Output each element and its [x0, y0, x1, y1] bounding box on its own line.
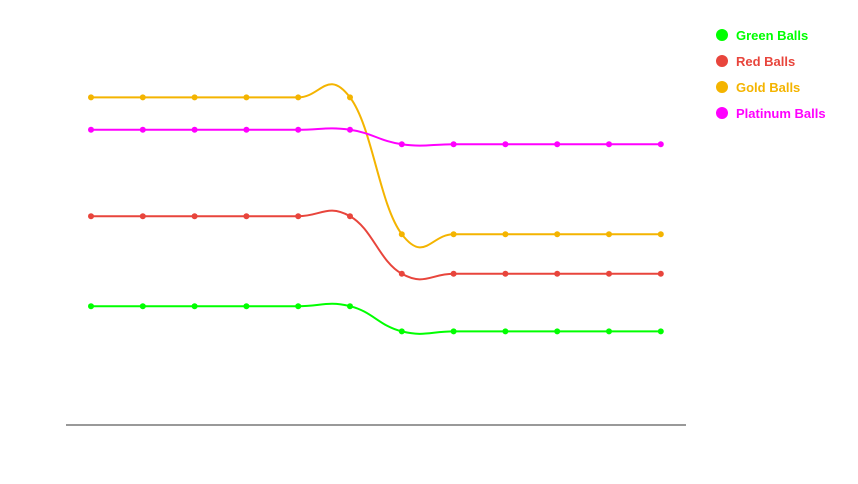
data-point-platinum-balls-4[interactable]	[243, 126, 250, 133]
data-point-platinum-balls-3[interactable]	[191, 126, 198, 133]
data-point-red-balls-10[interactable]	[554, 270, 561, 277]
data-point-green-balls-2[interactable]	[139, 303, 146, 310]
legend-marker	[716, 29, 728, 41]
data-point-red-balls-1[interactable]	[88, 213, 94, 220]
data-point-gold-balls-9[interactable]	[502, 231, 509, 238]
data-point-platinum-balls-12[interactable]	[657, 141, 664, 148]
data-point-gold-balls-7[interactable]	[398, 231, 405, 238]
legend-item-green-balls[interactable]: Green Balls	[716, 22, 826, 48]
series-line-green-balls	[91, 302, 661, 335]
data-point-gold-balls-3[interactable]	[191, 94, 198, 101]
legend: Green Balls Red Balls Gold Balls Platinu…	[716, 22, 826, 126]
data-point-platinum-balls-5[interactable]	[295, 126, 302, 133]
data-point-red-balls-8[interactable]	[450, 270, 457, 277]
legend-label: Green Balls	[736, 27, 809, 43]
data-point-red-balls-3[interactable]	[191, 213, 198, 220]
data-point-green-balls-6[interactable]	[347, 303, 353, 310]
data-point-red-balls-12[interactable]	[657, 270, 664, 277]
data-point-platinum-balls-7[interactable]	[398, 141, 405, 148]
series-line-gold-balls	[90, 83, 661, 249]
data-point-green-balls-4[interactable]	[243, 303, 250, 310]
data-point-green-balls-11[interactable]	[606, 328, 612, 335]
data-point-green-balls-3[interactable]	[191, 303, 198, 310]
data-point-platinum-balls-6[interactable]	[347, 126, 353, 133]
data-point-green-balls-10[interactable]	[554, 328, 561, 335]
data-point-platinum-balls-10[interactable]	[554, 141, 561, 148]
data-point-green-balls-1[interactable]	[88, 303, 94, 310]
data-point-platinum-balls-9[interactable]	[502, 141, 509, 148]
legend-label: Gold Balls	[736, 79, 801, 95]
data-point-green-balls-5[interactable]	[295, 303, 302, 310]
legend-label: Platinum Balls	[736, 105, 826, 121]
data-point-red-balls-4[interactable]	[243, 213, 250, 220]
data-point-gold-balls-6[interactable]	[347, 94, 353, 101]
data-point-platinum-balls-11[interactable]	[606, 141, 612, 148]
data-point-gold-balls-12[interactable]	[657, 231, 664, 238]
data-point-red-balls-5[interactable]	[295, 213, 302, 220]
series-line-red-balls	[91, 209, 661, 281]
legend-marker	[716, 81, 728, 93]
data-point-green-balls-8[interactable]	[450, 328, 457, 335]
data-point-gold-balls-11[interactable]	[606, 231, 612, 238]
series-layer	[88, 83, 664, 335]
data-point-green-balls-9[interactable]	[502, 328, 509, 335]
legend-item-platinum-balls[interactable]: Platinum Balls	[716, 100, 826, 126]
data-point-platinum-balls-2[interactable]	[139, 126, 146, 133]
data-point-red-balls-2[interactable]	[139, 213, 146, 220]
data-point-gold-balls-1[interactable]	[88, 94, 94, 101]
data-point-platinum-balls-1[interactable]	[88, 126, 94, 133]
legend-item-red-balls[interactable]: Red Balls	[716, 48, 826, 74]
data-point-gold-balls-2[interactable]	[139, 94, 146, 101]
legend-item-gold-balls[interactable]: Gold Balls	[716, 74, 826, 100]
data-point-red-balls-6[interactable]	[347, 213, 353, 220]
data-point-red-balls-9[interactable]	[502, 270, 509, 277]
data-point-gold-balls-4[interactable]	[243, 94, 250, 101]
data-point-gold-balls-8[interactable]	[450, 231, 457, 238]
series-line-platinum-balls	[91, 127, 661, 147]
data-point-platinum-balls-8[interactable]	[450, 141, 457, 148]
legend-label: Red Balls	[736, 53, 796, 69]
data-point-red-balls-11[interactable]	[606, 270, 612, 277]
data-point-green-balls-7[interactable]	[398, 328, 405, 335]
data-point-gold-balls-5[interactable]	[295, 94, 302, 101]
legend-marker	[716, 107, 728, 119]
data-point-green-balls-12[interactable]	[657, 328, 664, 335]
data-point-gold-balls-10[interactable]	[554, 231, 561, 238]
data-point-red-balls-7[interactable]	[398, 270, 405, 277]
legend-marker	[716, 55, 728, 67]
